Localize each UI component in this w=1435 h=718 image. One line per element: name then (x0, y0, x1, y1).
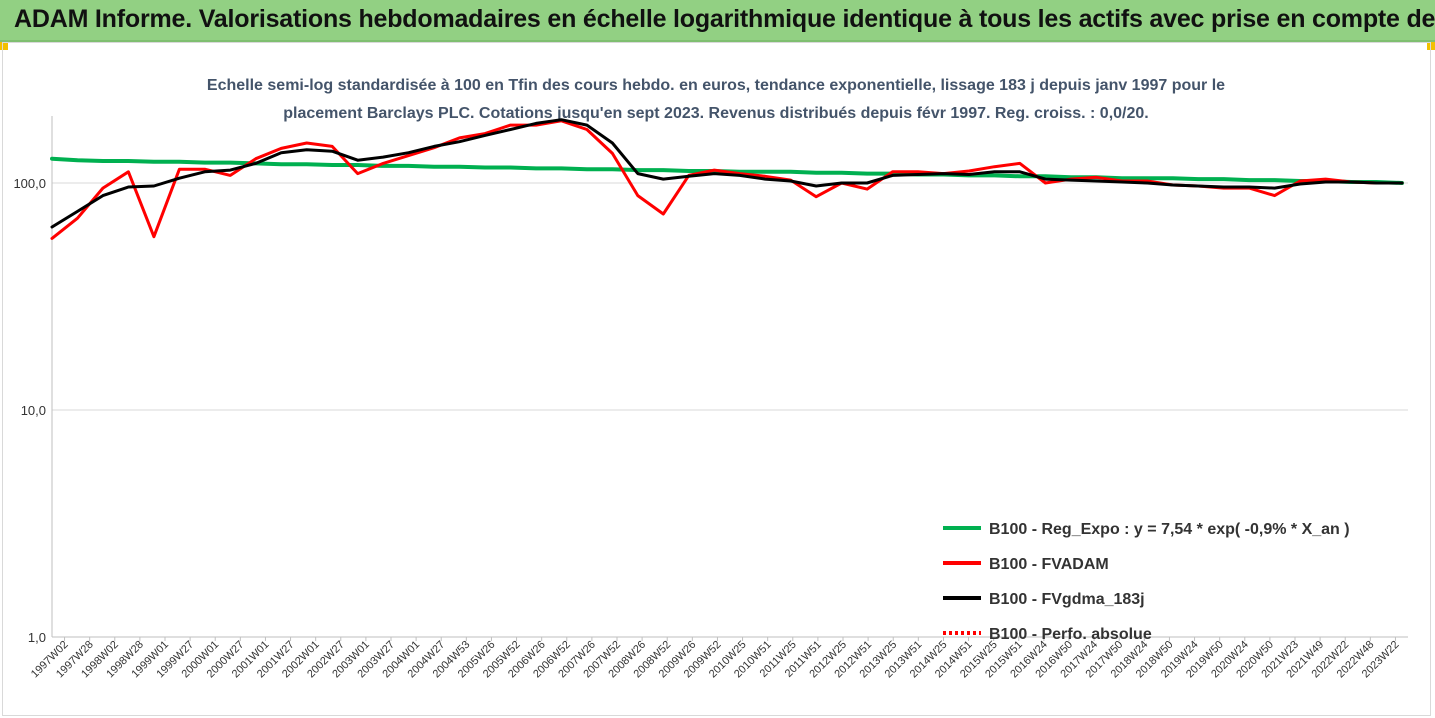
y-axis-ticks: 1,0 10,0 100,0 (13, 176, 46, 645)
chart-frame (2, 42, 1431, 716)
legend-label-3: B100 - FVgdma_183j (989, 591, 1145, 608)
y-tick-label: 10,0 (21, 403, 46, 418)
legend-label-2: B100 - FVADAM (989, 556, 1109, 573)
y-tick-label: 1,0 (28, 630, 46, 645)
series-line-3 (50, 118, 1404, 229)
header-bar: ADAM Informe. Valorisations hebdomadaire… (0, 0, 1435, 42)
y-tick-label: 100,0 (13, 176, 46, 191)
selection-handle-right[interactable] (1427, 42, 1435, 50)
chart-subtitle-line-2: placement Barclays PLC. Cotations jusqu'… (283, 105, 1148, 122)
legend-label-1: B100 - Reg_Expo : y = 7,54 * exp( -0,9% … (989, 521, 1350, 538)
chart-subtitle-line-1: Echelle semi-log standardisée à 100 en T… (207, 77, 1225, 94)
legend-label-4: B100 - Perfo. absolue (989, 626, 1152, 643)
series-lines (50, 118, 1404, 240)
legend: B100 - Reg_Expo : y = 7,54 * exp( -0,9% … (943, 521, 1350, 643)
selection-handle-left[interactable] (0, 42, 8, 50)
x-axis-ticks: 1997W021997W281998W021998W281999W011999W… (29, 637, 1402, 680)
report-title: ADAM Informe. Valorisations hebdomadaire… (14, 5, 1435, 33)
gridlines (51, 116, 1408, 638)
